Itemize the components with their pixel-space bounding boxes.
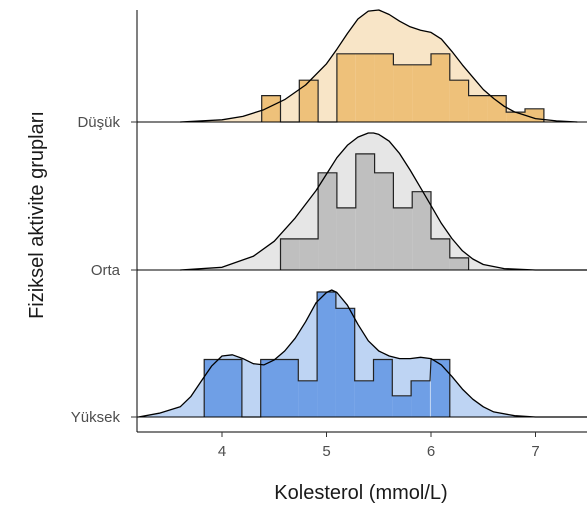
- hist-bar: [373, 359, 393, 417]
- hist-outline-orta: [279, 153, 470, 270]
- hist-bar: [299, 238, 319, 270]
- hist-bar: [431, 359, 450, 417]
- hist-bar: [449, 80, 469, 122]
- hist-bar: [411, 380, 430, 418]
- hist-bar: [393, 64, 413, 122]
- hist-bar: [260, 359, 280, 417]
- hist-outline-düşük: [261, 53, 545, 123]
- hist-bar: [279, 359, 299, 417]
- density-line-orta: [180, 132, 587, 271]
- hist-bar: [335, 308, 355, 418]
- hist-bar: [223, 359, 242, 417]
- hist-bar: [336, 207, 356, 270]
- hist-bar: [261, 95, 281, 122]
- hist-bar: [392, 395, 412, 418]
- hist-bar: [374, 53, 394, 122]
- hist-bar: [374, 172, 394, 270]
- hist-bar: [393, 207, 413, 270]
- y-ticks: Yüksek Orta Düşük: [71, 114, 137, 426]
- hist-bar: [525, 108, 544, 122]
- ridge-düşük: [137, 9, 587, 123]
- y-tick-label: Yüksek: [71, 409, 121, 426]
- density-line-düşük: [180, 9, 578, 123]
- hist-bar: [449, 257, 469, 271]
- y-axis-title: Fiziksel aktivite grupları: [26, 111, 48, 319]
- hist-bar: [204, 359, 223, 417]
- density-area-yüksek: [138, 290, 587, 417]
- x-tick-label: 7: [531, 443, 539, 460]
- hist-bar: [318, 172, 337, 270]
- hist-bar: [354, 380, 374, 418]
- hist-bar: [506, 112, 525, 122]
- x-ticks: 4 5 6 7: [218, 432, 540, 460]
- ridges-layer: [137, 9, 587, 418]
- y-tick-label: Orta: [91, 262, 121, 279]
- hist-bar: [355, 153, 375, 270]
- hist-bar: [431, 238, 450, 270]
- hist-bar: [336, 53, 356, 122]
- hist-bar: [317, 292, 336, 417]
- hist-bar: [468, 95, 488, 122]
- hist-bar: [412, 64, 431, 122]
- hist-bar: [431, 53, 450, 122]
- hist-bar: [299, 80, 319, 122]
- hist-bar: [412, 191, 431, 270]
- hist-bar: [298, 380, 318, 418]
- ridge-yüksek: [137, 289, 587, 418]
- x-axis-title: Kolesterol (mmol/L): [274, 482, 447, 504]
- ridge-orta: [137, 132, 587, 271]
- hist-bar: [280, 238, 300, 270]
- y-tick-label: Düşük: [77, 114, 120, 131]
- density-line-yüksek: [138, 289, 587, 418]
- hist-bar: [487, 95, 507, 122]
- hist-bar: [355, 53, 375, 122]
- x-tick-label: 4: [218, 443, 226, 460]
- x-tick-label: 5: [322, 443, 330, 460]
- x-tick-label: 6: [427, 443, 435, 460]
